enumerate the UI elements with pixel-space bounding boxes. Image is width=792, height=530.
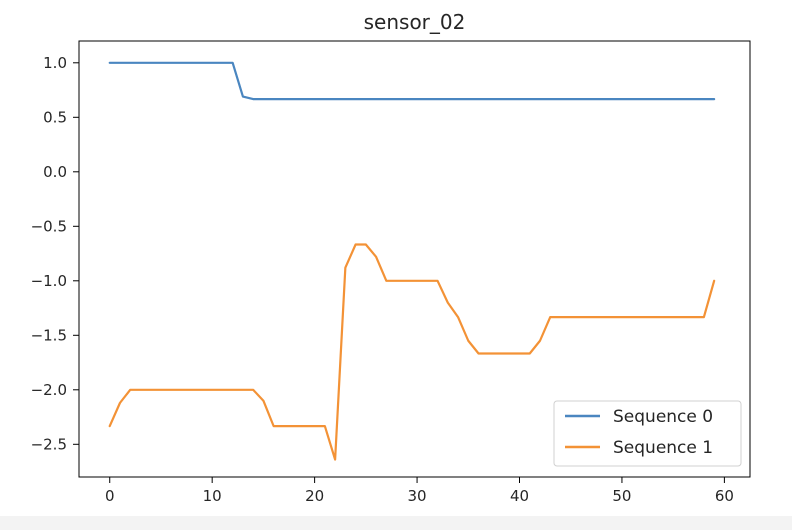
- chart-title: sensor_02: [364, 10, 466, 34]
- x-tick-label: 10: [203, 487, 222, 505]
- legend-label-sequence-0: Sequence 0: [613, 407, 713, 427]
- y-tick-label: −2.5: [31, 435, 67, 453]
- y-tick-label: −1.5: [31, 326, 67, 344]
- x-tick-label: 50: [612, 487, 631, 505]
- y-tick-label: −0.5: [31, 217, 67, 235]
- series-line-sequence-1: [108, 243, 716, 461]
- series-line-sequence-0: [108, 61, 716, 101]
- y-axis: 1.0 0.5 0.0 −0.5 −1.0 −1.5 −2.0 −2.5: [31, 54, 79, 453]
- y-tick-label: −2.0: [31, 381, 67, 399]
- x-tick-label: 60: [715, 487, 734, 505]
- legend-box: [553, 400, 742, 467]
- x-tick-label: 0: [105, 487, 115, 505]
- legend-label-sequence-1: Sequence 1: [613, 438, 713, 458]
- plot-area-frame: [78, 40, 751, 478]
- y-tick-label: 0.5: [43, 108, 67, 126]
- y-tick-label: −1.0: [31, 272, 67, 290]
- legend: Sequence 0 Sequence 1: [553, 400, 742, 467]
- line-chart: sensor_02 0 10 20 30 40 50 60 1.0 0.5 0.0 −0.5 −1.…: [31, 10, 751, 505]
- x-tick-label: 30: [408, 487, 427, 505]
- x-tick-label: 40: [510, 487, 529, 505]
- y-tick-label: 1.0: [43, 54, 67, 72]
- y-tick-label: 0.0: [43, 163, 67, 181]
- x-tick-label: 20: [305, 487, 324, 505]
- x-axis: 0 10 20 30 40 50 60: [105, 477, 734, 505]
- series-layer: [108, 61, 716, 461]
- bottom-strip: [0, 516, 792, 530]
